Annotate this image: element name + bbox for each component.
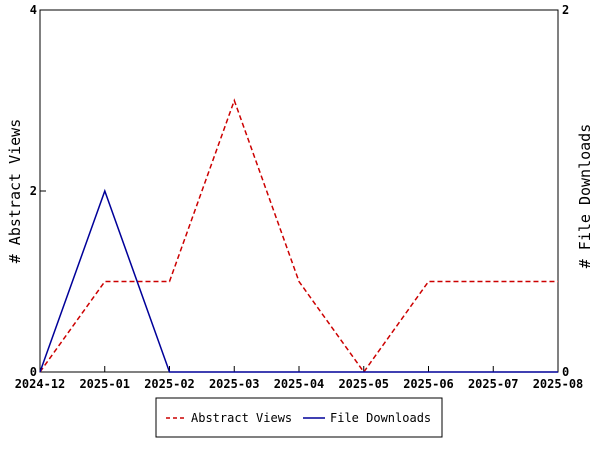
legend-label-abstract-views: Abstract Views — [191, 411, 292, 425]
y-tick-label-0: 0 — [30, 365, 37, 379]
x-tick-label-2025-07: 2025-07 — [468, 377, 519, 391]
y2-tick-label-0: 0 — [562, 365, 569, 379]
x-tick-label-2025-06: 2025-06 — [403, 377, 454, 391]
x-tick-label-2025-01: 2025-01 — [79, 377, 130, 391]
lines-layer — [39, 98, 558, 374]
plot-area-frame — [39, 9, 559, 373]
x-tick-label-2025-04: 2025-04 — [274, 377, 325, 391]
series-line-file-downloads — [39, 188, 558, 373]
ticks-layer: 2024-12 2025-01 2025-02 2025-03 2025-04 2025-… — [15, 3, 584, 391]
legend-box — [155, 397, 443, 438]
x-tick-label-2024-12: 2024-12 — [15, 377, 66, 391]
y2-tick-label-2: 2 — [562, 3, 569, 17]
x-tick-label-2025-02: 2025-02 — [144, 377, 195, 391]
legend-label-file-downloads: File Downloads — [330, 411, 431, 425]
x-tick-label-2025-08: 2025-08 — [533, 377, 584, 391]
y2-axis-title: # File Downloads — [576, 124, 594, 269]
y-axis-title: # Abstract Views — [6, 119, 24, 264]
x-tick-label-2025-05: 2025-05 — [338, 377, 389, 391]
y-tick-label-4: 4 — [30, 3, 37, 17]
x-tick-label-2025-03: 2025-03 — [209, 377, 260, 391]
series-line-abstract-views — [39, 98, 558, 374]
y-tick-label-2: 2 — [30, 184, 37, 198]
legend: Abstract Views File Downloads — [155, 397, 443, 438]
